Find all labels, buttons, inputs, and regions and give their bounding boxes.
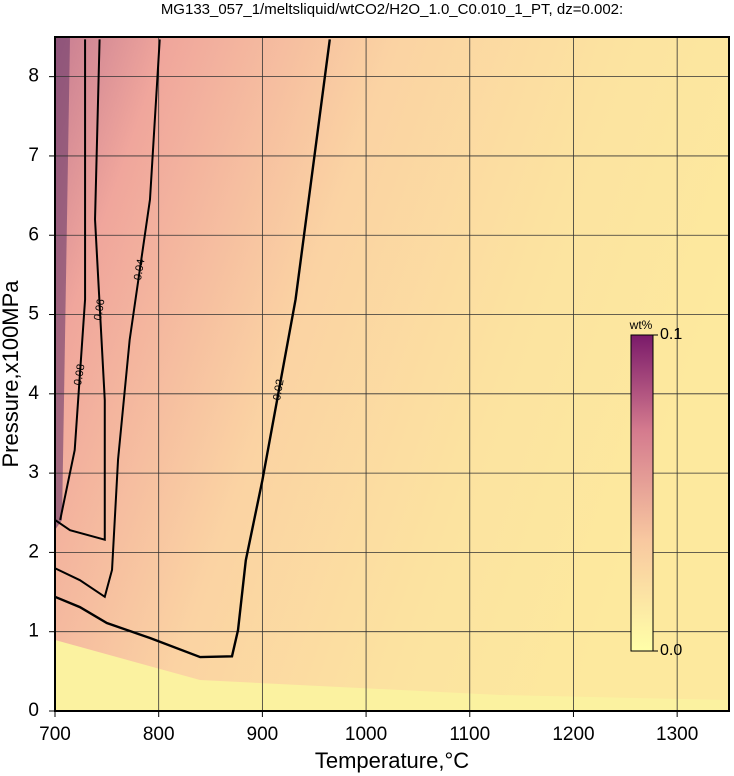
- y-tick-label: 7: [28, 145, 39, 166]
- y-tick-label: 8: [28, 66, 39, 87]
- y-tick-label: 2: [28, 541, 39, 562]
- y-tick-label: 0: [28, 700, 39, 721]
- y-tick-label: 6: [28, 224, 39, 245]
- contour-line: [54, 39, 331, 659]
- y-axis-label: Pressure,x100MPa: [0, 280, 23, 468]
- y-tick-label: 1: [28, 621, 39, 642]
- chart-title: MG133_057_1/meltsliquid/wtCO2/H2O_1.0_C0…: [161, 1, 623, 18]
- contours: 0.02 0.04 0.06 0.08: [54, 39, 331, 659]
- colorbar-tick-label: 0.0: [660, 642, 682, 659]
- x-tick-label: 1300: [656, 724, 698, 745]
- colorbar-label: wt%: [629, 318, 653, 332]
- low-pressure-zone: [55, 640, 729, 711]
- contour-line: [54, 39, 106, 542]
- y-tick-label: 4: [28, 383, 39, 404]
- colorbar-tick-label: 0.1: [660, 326, 682, 343]
- x-tick-label: 1200: [552, 724, 594, 745]
- contour-label: 0.08: [72, 363, 88, 386]
- x-tick-label: 900: [247, 724, 279, 745]
- high-concentration-zone: [55, 37, 70, 530]
- x-tick-label: 1100: [449, 724, 490, 745]
- contour-label: 0.06: [92, 298, 108, 321]
- plot-frame: [54, 36, 730, 712]
- contour-label: 0.04: [132, 258, 148, 281]
- x-axis-label: Temperature,°C: [315, 748, 469, 773]
- x-tick-label: 700: [39, 724, 71, 745]
- grid: [54, 37, 729, 712]
- contour-line: [59, 39, 87, 521]
- y-tick-label: 5: [28, 304, 39, 325]
- colorbar: [630, 334, 654, 652]
- contour-line: [54, 39, 161, 599]
- plot-background: [55, 37, 729, 711]
- y-tick-label: 3: [28, 462, 39, 483]
- contour-label: 0.02: [271, 378, 287, 401]
- x-tick-label: 1000: [345, 724, 387, 745]
- x-tick-label: 800: [143, 724, 175, 745]
